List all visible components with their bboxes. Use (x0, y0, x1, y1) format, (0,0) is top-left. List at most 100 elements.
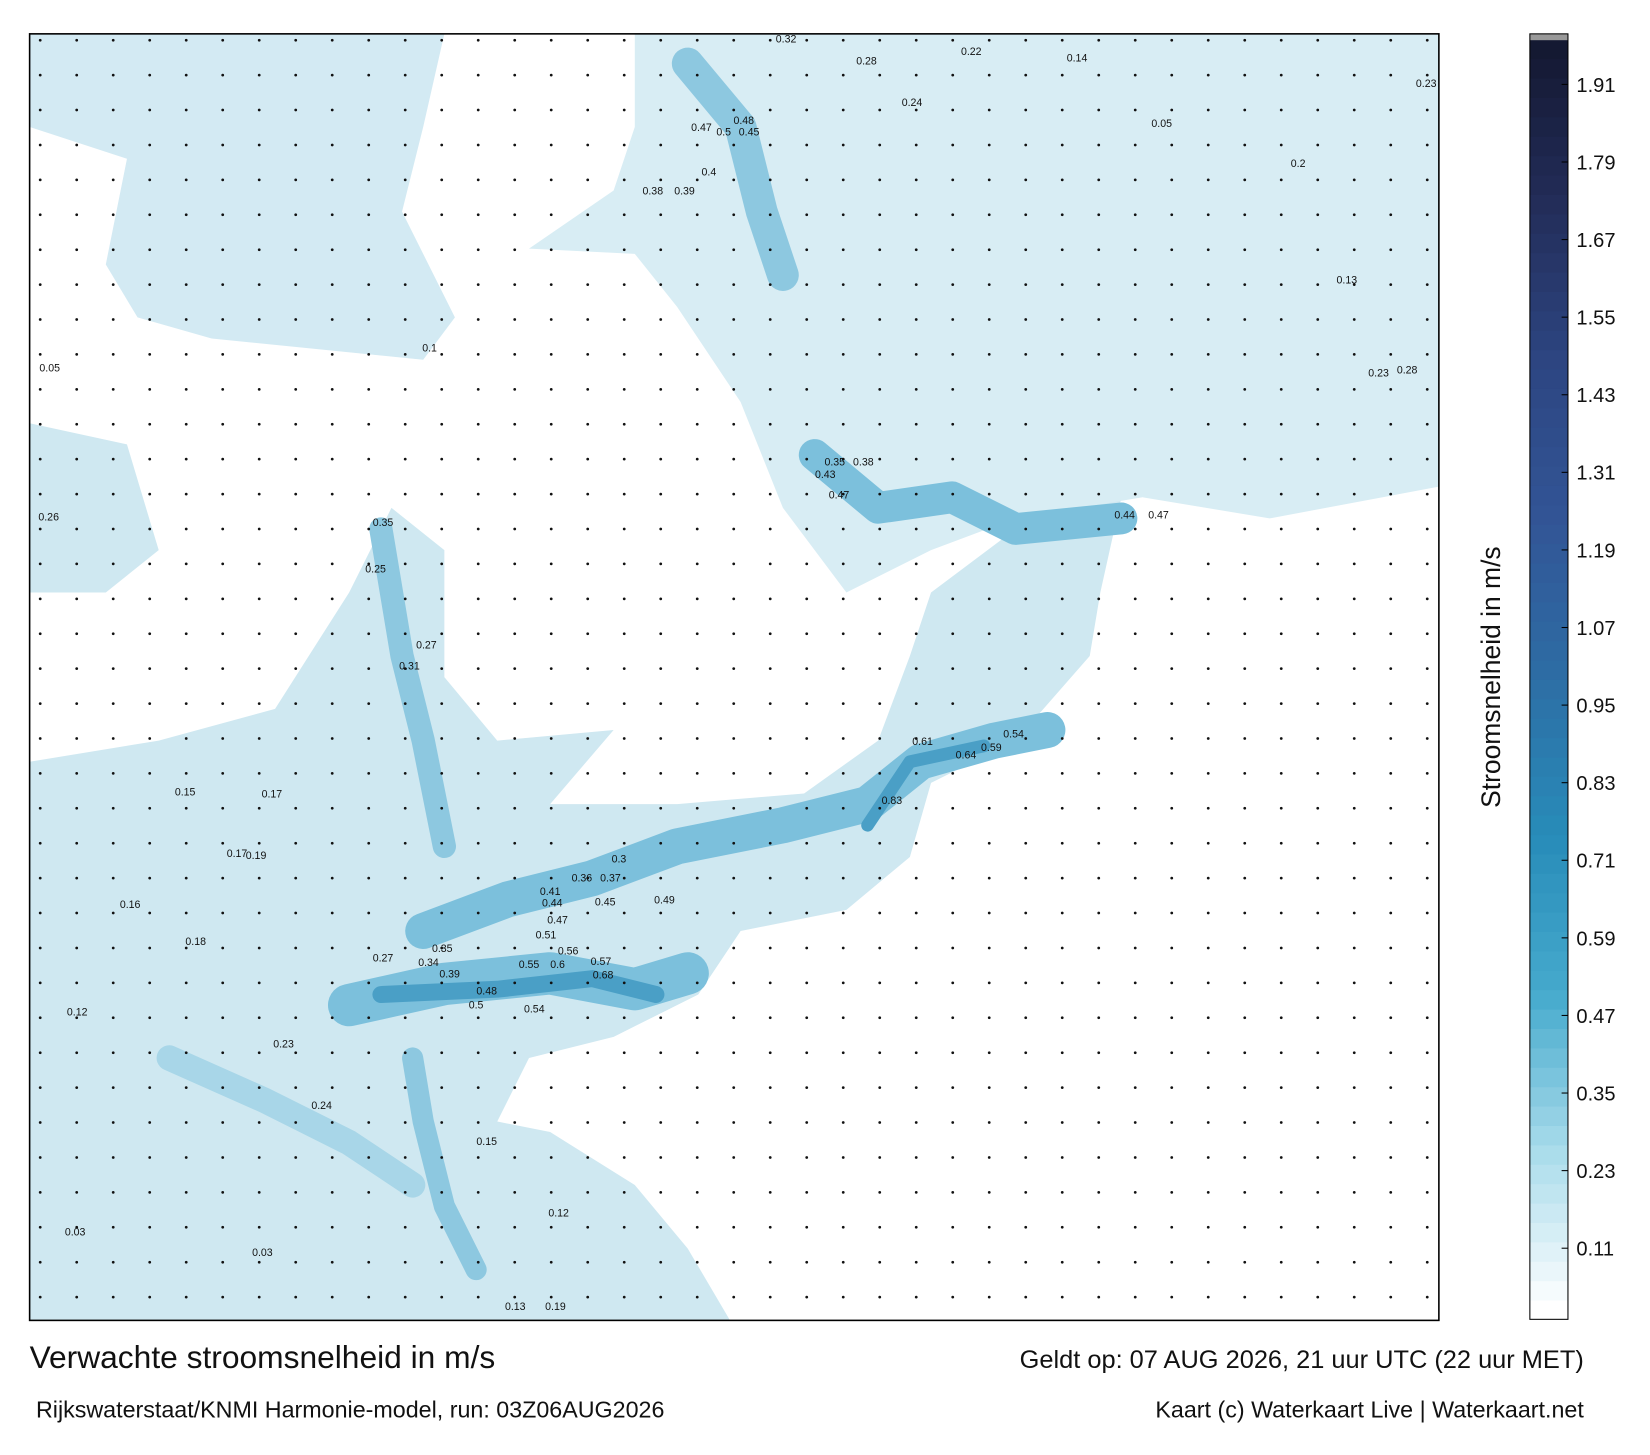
speed-label: 0.12 (67, 1007, 88, 1019)
vector-dot (513, 1121, 517, 1124)
vector-dot (1206, 1121, 1210, 1124)
vector-dot (914, 1295, 918, 1299)
vector-dot (841, 1260, 845, 1264)
vector-dot (1243, 318, 1247, 321)
vector-dot (659, 597, 663, 601)
vector-dot (914, 876, 918, 880)
vector-dot (1425, 876, 1429, 880)
vector-dot (440, 38, 444, 42)
vector-dot (294, 911, 298, 915)
vector-dot (440, 876, 444, 880)
vector-dot (1279, 772, 1283, 775)
vector-dot (1352, 667, 1356, 671)
vector-dot (221, 108, 225, 112)
vector-dot (987, 318, 991, 321)
vector-dot (440, 772, 444, 775)
vector-dot (294, 38, 298, 42)
vector-dot (440, 632, 444, 636)
vector-dot (768, 318, 772, 321)
credit: Kaart (c) Waterkaart Live | Waterkaart.n… (1155, 1397, 1584, 1423)
colorbar-band (1529, 601, 1568, 622)
vector-dot (1425, 1086, 1429, 1089)
vector-dot (148, 1051, 152, 1055)
vector-dot (38, 108, 42, 112)
vector-dot (367, 457, 371, 461)
vector-dot (184, 562, 188, 566)
vector-dot (221, 1190, 225, 1194)
vector-dot (403, 1260, 407, 1264)
vector-dot (987, 981, 991, 985)
vector-dot (476, 1190, 480, 1194)
vector-dot (622, 1156, 626, 1159)
vector-dot (659, 737, 663, 740)
vector-dot (1279, 1295, 1283, 1299)
vector-dot (476, 841, 480, 845)
vector-dot (1170, 841, 1174, 845)
vector-dot (622, 283, 626, 286)
vector-dot (148, 876, 152, 880)
vector-dot (38, 387, 42, 391)
vector-dot (1352, 841, 1356, 845)
vector-dot (38, 1295, 42, 1299)
vector-dot (878, 422, 882, 426)
vector-dot (586, 1016, 590, 1020)
vector-dot (403, 108, 407, 112)
vector-dot (403, 1190, 407, 1194)
vector-dot (1243, 1190, 1247, 1194)
vector-dot (513, 1156, 517, 1159)
vector-dot (257, 841, 261, 845)
vector-dot (257, 318, 261, 321)
vector-dot (75, 422, 79, 426)
vector-dot (403, 387, 407, 391)
vector-dot (294, 632, 298, 636)
vector-dot (768, 1225, 772, 1229)
speed-label: 0.56 (558, 945, 579, 957)
vector-dot (1060, 283, 1064, 286)
vector-dot (1060, 1295, 1064, 1299)
vector-dot (38, 1156, 42, 1159)
vector-dot (75, 283, 79, 286)
vector-dot (549, 527, 553, 531)
vector-dot (768, 178, 772, 182)
vector-dot (476, 876, 480, 880)
vector-dot (257, 353, 261, 356)
vector-dot (330, 248, 334, 252)
vector-dot (221, 457, 225, 461)
vector-dot (1316, 492, 1320, 496)
vector-dot (1316, 1225, 1320, 1229)
vector-dot (75, 1156, 79, 1159)
vector-dot (38, 1086, 42, 1089)
vector-dot (403, 1051, 407, 1055)
vector-dot (476, 492, 480, 496)
vector-dot (878, 876, 882, 880)
vector-dot (367, 178, 371, 182)
colorbar-band (1529, 1105, 1568, 1126)
vector-dot (513, 841, 517, 845)
vector-dot (878, 562, 882, 566)
vector-dot (1243, 143, 1247, 147)
vector-dot (38, 38, 42, 42)
vector-dot (440, 143, 444, 147)
vector-dot (732, 702, 736, 705)
vector-dot (367, 38, 371, 42)
vector-dot (549, 597, 553, 601)
vector-dot (111, 562, 115, 566)
vector-dot (768, 38, 772, 42)
vector-dot (841, 946, 845, 950)
vector-dot (1243, 73, 1247, 77)
vector-dot (476, 737, 480, 740)
vector-dot (38, 492, 42, 496)
vector-dot (513, 946, 517, 950)
vector-dot (111, 946, 115, 950)
vector-dot (1206, 1051, 1210, 1055)
vector-dot (440, 841, 444, 845)
vector-dot (367, 213, 371, 217)
vector-dot (1316, 38, 1320, 42)
vector-dot (1097, 248, 1101, 252)
vector-dot (513, 248, 517, 252)
vector-dot (476, 1156, 480, 1159)
vector-dot (367, 632, 371, 636)
vector-dot (513, 876, 517, 880)
vector-dot (1060, 248, 1064, 252)
vector-dot (586, 353, 590, 356)
